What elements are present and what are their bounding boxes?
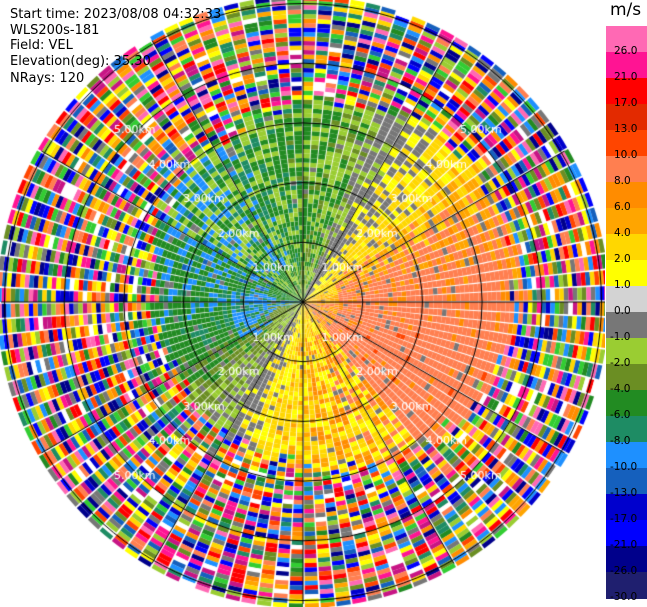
colorbar-swatch: [606, 312, 647, 339]
colorbar-tick-label: 8.0: [614, 175, 631, 187]
colorbar-tick-label: -21.0: [610, 539, 638, 551]
elevation-label: Elevation(deg): 35.30: [10, 54, 151, 69]
colorbar-tick-label: -26.0: [610, 565, 638, 577]
colorbar-swatch: [606, 468, 647, 495]
instrument-label: WLS200s-181: [10, 23, 100, 38]
colorbar-tick-label: 2.0: [614, 253, 631, 265]
colorbar-swatch: [606, 182, 647, 209]
colorbar-swatch: [606, 104, 647, 131]
colorbar-tick-label: -10.0: [610, 461, 638, 473]
colorbar-swatch: [606, 260, 647, 287]
colorbar-tick-label: -6.0: [610, 409, 631, 421]
colorbar-tick-label: 10.0: [614, 149, 638, 161]
nrays-label: NRays: 120: [10, 71, 85, 86]
radar-ppi-plot: [0, 0, 605, 607]
colorbar-swatch: [606, 156, 647, 183]
colorbar-swatch: [606, 572, 647, 599]
field-label: Field: VEL: [10, 38, 73, 53]
colorbar-swatch: [606, 286, 647, 313]
colorbar-tick-label: -4.0: [610, 383, 631, 395]
colorbar-swatch: [606, 208, 647, 235]
colorbar-tick-label: 21.0: [614, 71, 638, 83]
colorbar-swatch: [606, 130, 647, 157]
colorbar-tick-label: -8.0: [610, 435, 631, 447]
colorbar-tick-label: 6.0: [614, 201, 631, 213]
colorbar-swatch: [606, 416, 647, 443]
colorbar-swatch: [606, 338, 647, 365]
colorbar-tick-label: -2.0: [610, 357, 631, 369]
colorbar-swatch: [606, 234, 647, 261]
colorbar-tick-label: -13.0: [610, 487, 638, 499]
colorbar-swatch: [606, 520, 647, 547]
colorbar-tick-label: 26.0: [614, 45, 638, 57]
colorbar-tick-label: 0.0: [614, 305, 631, 317]
colorbar-swatch: [606, 78, 647, 105]
colorbar-tick-label: 13.0: [614, 123, 638, 135]
start-time-label: Start time: 2023/08/08 04:32:33: [10, 7, 222, 22]
colorbar-tick-label: -1.0: [610, 331, 631, 343]
colorbar-swatch: [606, 26, 647, 53]
colorbar-tick-label: -17.0: [610, 513, 638, 525]
colorbar-unit: m/s: [610, 0, 642, 20]
colorbar-tick-label: 1.0: [614, 279, 631, 291]
colorbar-tick-label: 4.0: [614, 227, 631, 239]
colorbar-tick-label: -30.0: [610, 591, 638, 603]
colorbar-swatch: [606, 442, 647, 469]
colorbar-swatch: [606, 494, 647, 521]
colorbar-swatch: [606, 52, 647, 79]
colorbar-swatch: [606, 390, 647, 417]
colorbar-swatch: [606, 364, 647, 391]
colorbar-tick-label: 17.0: [614, 97, 638, 109]
colorbar-swatch: [606, 546, 647, 573]
